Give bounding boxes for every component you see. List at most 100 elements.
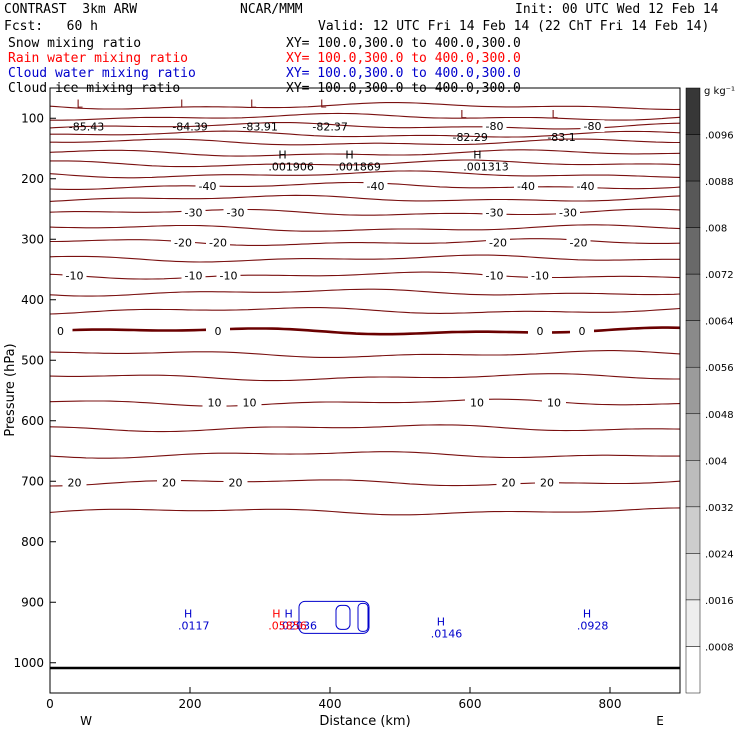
isotherm-label-bg xyxy=(486,236,510,249)
y-tick-label: 100 xyxy=(21,111,44,125)
ice-max-value: .001906 xyxy=(268,160,314,173)
init-time: Init: 00 UTC Wed 12 Feb 14 xyxy=(515,2,719,17)
isotherm-label: -20 xyxy=(174,236,192,249)
colorbar-tick-label: .0072 xyxy=(705,270,734,281)
low-marker: L xyxy=(180,97,187,110)
colorbar-segment xyxy=(685,366,701,415)
isotherm-label: 10 xyxy=(547,397,561,410)
cloud-water-max-marker: H xyxy=(437,615,445,628)
isotherm-label-bg xyxy=(181,269,206,282)
y-tick-label: 200 xyxy=(21,172,44,186)
colorbar-segment xyxy=(685,646,701,694)
isotherm-line xyxy=(49,208,681,216)
isotherm-label-bg xyxy=(62,476,87,489)
cloud-water-max-value: .0117 xyxy=(178,620,210,633)
cloud-water-contour xyxy=(357,602,369,632)
org-label: NCAR/MMM xyxy=(240,2,303,17)
y-tick-label: 300 xyxy=(21,232,44,246)
legend-rain-name: Rain water mixing ratio xyxy=(8,51,189,66)
isotherm-label: 0 xyxy=(215,325,222,338)
plot-frame xyxy=(49,87,681,694)
ice-max-marker: H xyxy=(473,148,481,161)
isotherm-label: -80 xyxy=(486,120,504,133)
legend-cloud-water-xy: XY= 100.0,300.0 to 400.0,300.0 xyxy=(286,66,521,81)
isotherm-label-bg xyxy=(62,269,87,282)
isotherm-label: -20 xyxy=(570,236,588,249)
cloud-water-max-value: .0928 xyxy=(577,620,609,633)
isotherm-label-bg xyxy=(542,396,566,409)
isotherm-label: 20 xyxy=(162,476,176,489)
ice-max-marker: H xyxy=(345,148,353,161)
isotherm-line xyxy=(49,149,681,157)
cloud-water-contour xyxy=(298,600,370,634)
colorbar-segment xyxy=(685,180,701,228)
low-value: -82.29 xyxy=(452,131,487,144)
isotherm-label: 0 xyxy=(57,325,64,338)
isotherm-line xyxy=(50,159,681,168)
isotherm-line xyxy=(49,424,681,433)
isotherm-label: 20 xyxy=(68,476,82,489)
y-axis-title: Pressure (hPa) xyxy=(3,343,18,436)
isotherm-label-bg xyxy=(48,325,73,338)
isotherm-label: -10 xyxy=(185,270,203,283)
rain-max-value: .05856 xyxy=(268,620,307,633)
isotherm-label: 10 xyxy=(470,397,484,410)
isotherm-line xyxy=(49,398,681,407)
ice-max-value: .001869 xyxy=(335,160,381,173)
low-marker: L xyxy=(552,108,559,121)
isotherm-label: -40 xyxy=(577,180,595,193)
low-marker: L xyxy=(250,97,257,110)
ice-max-marker: H xyxy=(278,148,286,161)
isotherm-label: -10 xyxy=(220,270,238,283)
isotherm-label: -40 xyxy=(517,180,535,193)
isotherm-label-bg xyxy=(514,180,538,193)
isotherm-label-bg xyxy=(570,325,594,338)
project-title: CONTRAST 3km ARW xyxy=(4,2,138,17)
low-marker: L xyxy=(320,97,327,110)
isotherm-line xyxy=(49,194,681,202)
isotherm-label: -20 xyxy=(489,236,507,249)
x-tick-label: 800 xyxy=(599,697,622,711)
colorbar: .0096 .0088 .008 .0072 .0064 .0056 .0048 .004 .0… xyxy=(685,87,734,694)
isotherm-label: -10 xyxy=(486,270,504,283)
isotherm-label: -30 xyxy=(559,207,577,220)
isotherm-label-bg xyxy=(535,476,559,489)
x-tick-label: 400 xyxy=(319,697,342,711)
isotherm-line xyxy=(49,288,681,297)
isotherm-labels: -80 -80 -40 -40 -40 -40 -30 -30 -30 -30 -20 -20 -20 -… xyxy=(48,120,605,489)
isotherm-label: 0 xyxy=(579,325,586,338)
isotherm-label-bg xyxy=(482,120,507,133)
isotherm-label-bg xyxy=(580,120,605,133)
isotherm-label-bg xyxy=(363,180,388,193)
low-marker: L xyxy=(460,108,467,121)
cloud-water-max-value: .02036 xyxy=(278,620,317,633)
colorbar-tick-label: .0088 xyxy=(705,177,734,188)
isotherm-label: -10 xyxy=(66,270,84,283)
isotherm-label: 20 xyxy=(502,476,516,489)
colorbar-segment xyxy=(685,134,701,182)
isotherm-line xyxy=(50,138,680,146)
isotherm-label-bg xyxy=(528,325,552,338)
legend-rain-xy: XY= 100.0,300.0 to 400.0,300.0 xyxy=(286,51,521,66)
x-axis-title: Distance (km) xyxy=(319,714,410,729)
colorbar-tick-label: .0056 xyxy=(705,363,734,374)
rain-max-marker: H xyxy=(272,608,280,621)
x-end-left: W xyxy=(80,714,92,728)
isotherm-contours xyxy=(49,102,681,516)
isotherm-label: -10 xyxy=(531,270,549,283)
low-value: -84.39 xyxy=(172,120,207,133)
colorbar-unit: g kg⁻¹ xyxy=(704,86,735,97)
x-end-right: E xyxy=(656,714,664,728)
isotherm-label-bg xyxy=(206,236,230,249)
axes: 0 200 400 600 800100200300400500600700800900… xyxy=(13,111,621,711)
forecast-hour: Fcst: 60 h xyxy=(4,19,98,34)
isotherm-line xyxy=(49,271,681,280)
colorbar-tick-label: .0024 xyxy=(705,549,734,560)
isotherm-label-bg xyxy=(528,269,552,282)
cloud-water-max-value: .0146 xyxy=(431,627,463,640)
legend-snow-xy: XY= 100.0,300.0 to 400.0,300.0 xyxy=(286,36,521,51)
isotherm-line xyxy=(49,350,681,358)
colorbar-segment xyxy=(685,413,701,461)
isotherm-line xyxy=(49,507,681,516)
isotherm-line xyxy=(49,479,681,487)
